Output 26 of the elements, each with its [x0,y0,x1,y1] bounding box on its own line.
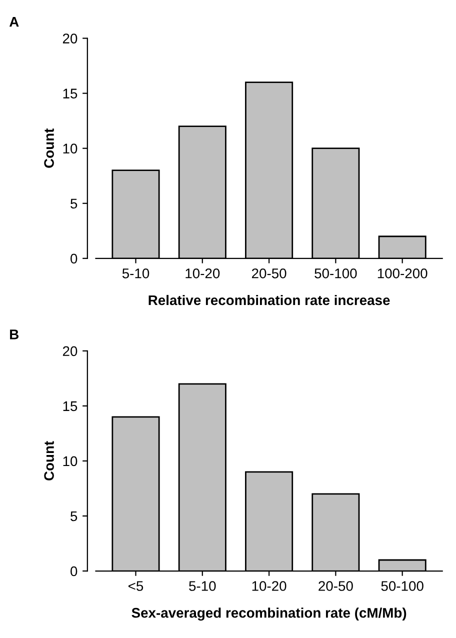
x-tick-label: 5-10 [189,581,216,591]
y-tick-label: 20 [62,34,78,44]
y-tick-label: 0 [70,254,78,264]
y-tick-label: 10 [63,144,78,154]
chart-title: B [10,330,19,340]
x-tick-label: <5 [128,581,144,591]
y-tick-label: 5 [70,198,78,209]
y-tick-label: 10 [63,456,78,466]
y-tick-label: 15 [63,88,78,98]
chart-title: A [9,17,19,27]
x-tick-label: 5-10 [122,268,150,278]
y-axis-title: Count [44,441,54,480]
x-tick-label: 100-200 [378,268,428,278]
x-tick-label: 20-50 [318,581,353,591]
y-tick-label: 0 [70,566,78,576]
x-tick-label: 50-100 [381,581,424,591]
y-axis-title: Count [44,128,54,168]
y-tick-label: 15 [63,401,78,412]
y-tick-label: 5 [70,511,78,522]
x-axis-title: Relative recombination rate increase [148,294,390,306]
y-tick-label: 20 [62,346,78,356]
x-tick-label: 10-20 [252,581,286,591]
x-tick-label: 10-20 [186,268,220,278]
x-tick-label: 20-50 [252,268,286,278]
x-axis-title: Sex-averaged recombination rate (cM/Mb) [132,608,406,621]
x-tick-label: 50-100 [314,268,357,278]
